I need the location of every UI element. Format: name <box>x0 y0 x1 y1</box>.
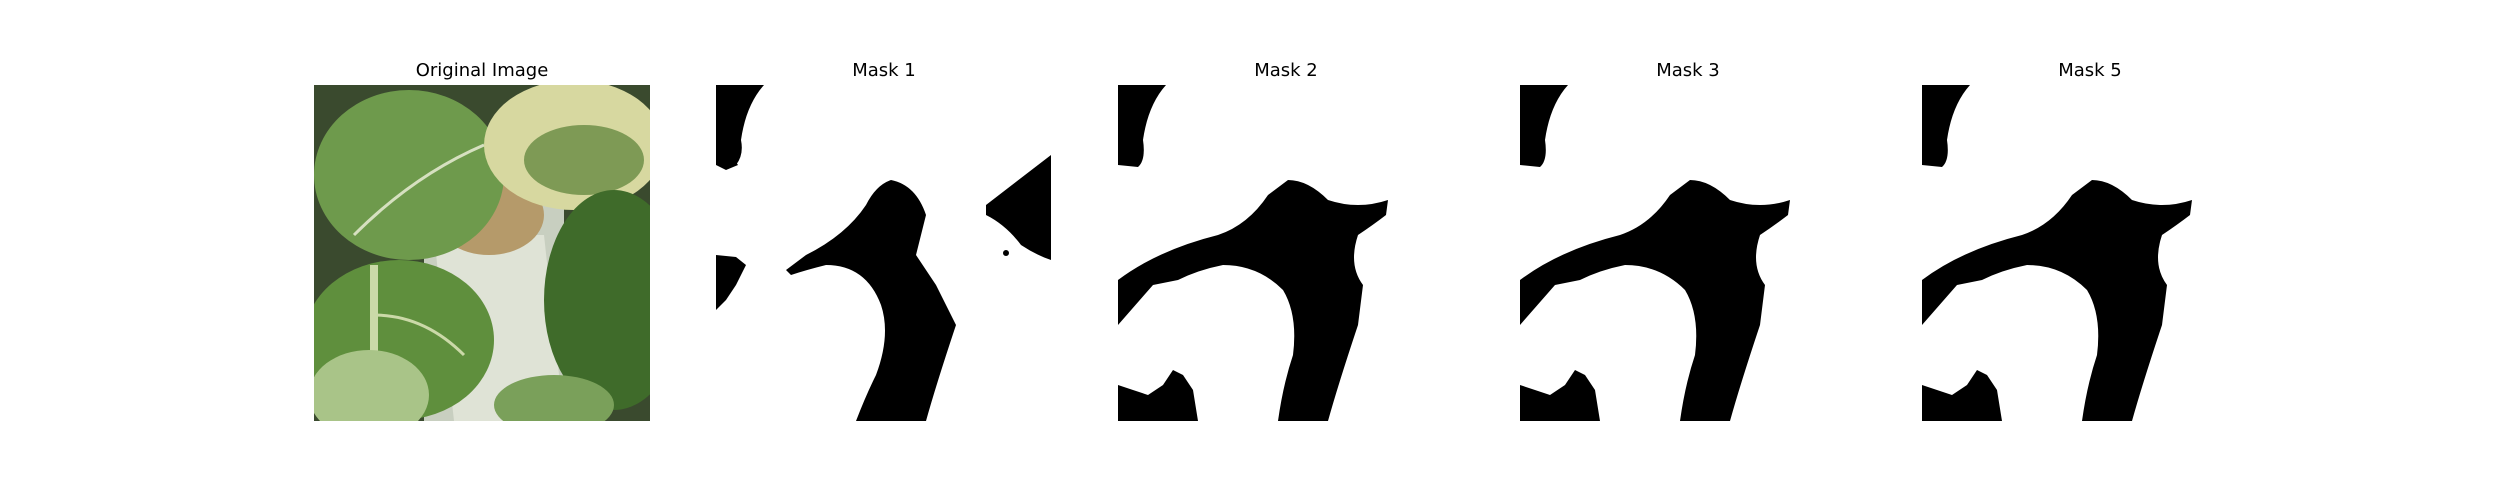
panel-title-mask-5: Mask 5 <box>2058 60 2122 81</box>
panel-title-mask-1: Mask 1 <box>852 60 916 81</box>
mask-3-image <box>1520 85 1856 421</box>
panel-title-original: Original Image <box>415 60 549 81</box>
original-image <box>314 85 650 421</box>
panel-title-mask-2: Mask 2 <box>1254 60 1318 81</box>
mask-3-shape <box>1520 85 1856 421</box>
original-image-illustration <box>314 85 650 421</box>
panel-title-mask-3: Mask 3 <box>1656 60 1720 81</box>
mask-2-image <box>1118 85 1454 421</box>
mask-5-image <box>1922 85 2258 421</box>
mask-5-shape <box>1922 85 2258 421</box>
mask-1-shape <box>716 85 1052 421</box>
mask-2-shape <box>1118 85 1454 421</box>
mask-1-image <box>716 85 1052 421</box>
